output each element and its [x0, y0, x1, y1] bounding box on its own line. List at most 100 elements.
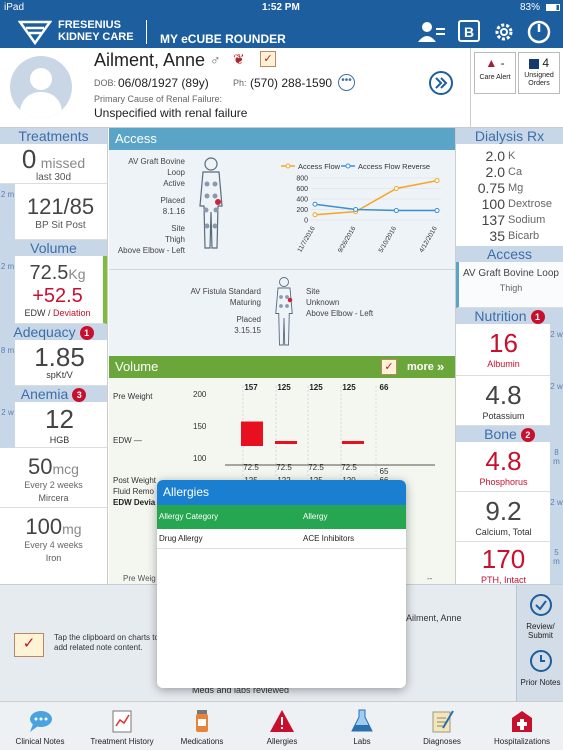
phosphorus-tile[interactable]: 8 m 4.8 Phosphorus: [456, 442, 563, 492]
calcium-age-tab: 2 w: [550, 492, 563, 542]
volume-panel-title: Volume: [115, 359, 159, 374]
b-button[interactable]: B: [458, 20, 480, 42]
volume-tile[interactable]: 2 m 72.5Kg +52.5 EDW / Deviation: [0, 256, 107, 324]
more-link[interactable]: more: [407, 361, 434, 373]
calcium-value: 9.2: [485, 496, 522, 526]
tab-clinical-notes[interactable]: Clinical Notes: [0, 702, 80, 751]
chart-notebook-icon: [112, 710, 132, 733]
treatments-header: Treatments: [0, 128, 107, 144]
tab-label-treatment-history: Treatment History: [90, 737, 154, 746]
dialysis-rx-row: 2.0 Ca: [456, 164, 563, 180]
data-point: [353, 207, 359, 212]
brand-line-1: FRESENIUS: [58, 19, 121, 31]
pth-age-tab: 5 m: [550, 542, 563, 590]
dialysis-rx-row: 137 Sodium: [456, 212, 563, 228]
volume-clipboard-icon[interactable]: ✓: [381, 359, 397, 375]
more-options-icon[interactable]: •••: [338, 74, 355, 91]
meds-reviewed-text: Meds and labs reviewed: [192, 685, 290, 695]
treatments-title: Treatments: [18, 128, 89, 144]
dialysis-rx-row: 100 Dextrose: [456, 196, 563, 212]
pth-tile[interactable]: 5 m 170 PTH, Intact: [456, 542, 563, 590]
weight-value: 72.5: [29, 262, 69, 284]
speech-bubble-icon: [30, 711, 52, 732]
tab-hospitalizations[interactable]: Hospitalizations: [482, 702, 562, 751]
anemia-header: Anemia 3: [0, 386, 107, 403]
fluid-removed-label: Fluid Remo: [113, 487, 154, 496]
deviation-value: +52.5: [32, 285, 83, 307]
access-divider: [109, 269, 455, 270]
mircera-tile[interactable]: 50mcg Every 2 weeks Mircera: [0, 448, 107, 508]
legend-marker: [285, 163, 291, 169]
tab-diagnoses[interactable]: Diagnoses: [402, 702, 482, 751]
unsigned-orders-tile[interactable]: 4 Unsigned Orders: [518, 52, 560, 94]
forward-arrow-icon[interactable]: [428, 70, 454, 96]
calcium-tile[interactable]: 2 w 9.2 Calcium, Total: [456, 492, 563, 542]
tab-allergies[interactable]: Allergies: [242, 702, 322, 751]
hgb-tile[interactable]: 2 w 12 HGB: [0, 402, 107, 448]
dialysis-rx-list[interactable]: 2.0 K 2.0 Ca 0.75 Mg 100 Dextrose 137 Sodium 35 Bic…: [456, 144, 563, 244]
fistula-site: Unknown: [306, 298, 340, 307]
tab-label-hospitalizations: Hospitalizations: [493, 737, 551, 746]
edw-row-label: EDW —: [113, 436, 142, 445]
dialysis-rx-label: Bicarb: [508, 230, 540, 242]
access-right-header: Access: [456, 246, 563, 262]
care-alert-tile[interactable]: ▲ - Care Alert: [474, 52, 516, 94]
bp-age-tab: 2 m: [0, 184, 15, 240]
potassium-tile[interactable]: 2 w 4.8 Potassium: [456, 376, 563, 426]
iron-tile[interactable]: 100mg Every 4 weeks Iron: [0, 508, 107, 566]
albumin-tile[interactable]: 2 w 16 Albumin: [456, 324, 563, 376]
tab-labs[interactable]: Labs: [322, 702, 402, 751]
data-point: [434, 178, 440, 184]
tab-treatment-history[interactable]: Treatment History: [82, 702, 162, 751]
power-icon[interactable]: [527, 20, 551, 44]
y-tick-label: 100: [193, 454, 207, 463]
body-diagram-graft-icon: [199, 157, 223, 249]
review-submit-button[interactable]: Review/ Submit: [517, 593, 563, 640]
adequacy-tile[interactable]: 8 m 1.85 spKt/V: [0, 340, 107, 386]
nutrition-badge: 1: [530, 310, 545, 325]
patient-name: Ailment, Anne: [94, 50, 206, 70]
access-panel: Access AV Graft Bovine Loop Active Place…: [109, 128, 455, 356]
notes-clipboard-icon[interactable]: ✓: [14, 633, 44, 657]
y-tick-label: 200: [296, 207, 308, 214]
prior-notes-label: Prior Notes: [520, 678, 561, 687]
tab-medications[interactable]: Medications: [162, 702, 242, 751]
pth-value: 170: [481, 544, 526, 574]
dialysis-rx-row: 2.0 K: [456, 148, 563, 164]
tab-label-allergies: Allergies: [266, 737, 298, 746]
flask-icon: [351, 709, 373, 732]
mircera-label: Mircera: [38, 493, 69, 503]
app-header: FRESENIUS KIDNEY CARE MY eCUBE ROUNDER B: [0, 16, 563, 48]
legend-label: Access Flow: [298, 162, 341, 171]
dialysis-rx-label: Mg: [508, 182, 524, 194]
gender-male-icon: ♂: [210, 52, 221, 68]
battery-icon: [546, 4, 560, 11]
patients-icon[interactable]: [416, 20, 446, 44]
table-row[interactable]: Drug Allergy ACE Inhibitors: [157, 529, 406, 549]
bp-tile[interactable]: 2 m 121/85 BP Sit Post: [0, 184, 107, 240]
anemia-badge: 3: [72, 388, 87, 403]
dialysis-rx-label: Sodium: [508, 214, 546, 226]
albumin-label: Albumin: [487, 359, 520, 369]
clock-icon: [529, 650, 552, 672]
clipboard-icon[interactable]: ✓: [260, 51, 276, 67]
y-tick-label: 600: [296, 186, 308, 193]
gear-icon[interactable]: [492, 20, 516, 44]
edw-label: EDW /: [24, 308, 51, 318]
access-panel-title: Access: [115, 131, 157, 146]
avatar: [10, 56, 72, 118]
missed-tile[interactable]: 0 missed last 30d: [0, 144, 107, 184]
x-tick-label: 4/12/2016: [418, 225, 439, 254]
iron-unit: mg: [62, 521, 82, 537]
more-chevron-icon[interactable]: »: [437, 359, 445, 374]
prior-notes-button[interactable]: Prior Notes: [517, 649, 563, 687]
access-right-name: AV Graft Bovine Loop: [463, 268, 559, 279]
series-line: [314, 203, 437, 212]
potassium-label: Potassium: [482, 411, 525, 421]
cause-value: Unspecified with renal failure: [94, 106, 248, 120]
access-right-tile[interactable]: AV Graft Bovine Loop Thigh: [456, 262, 563, 308]
top-value-label: 125: [277, 383, 291, 392]
iron-frequency: Every 4 weeks: [24, 540, 83, 550]
brand-line-2: KIDNEY CARE: [58, 31, 134, 43]
allergy-category-header: Allergy Category: [159, 512, 219, 521]
